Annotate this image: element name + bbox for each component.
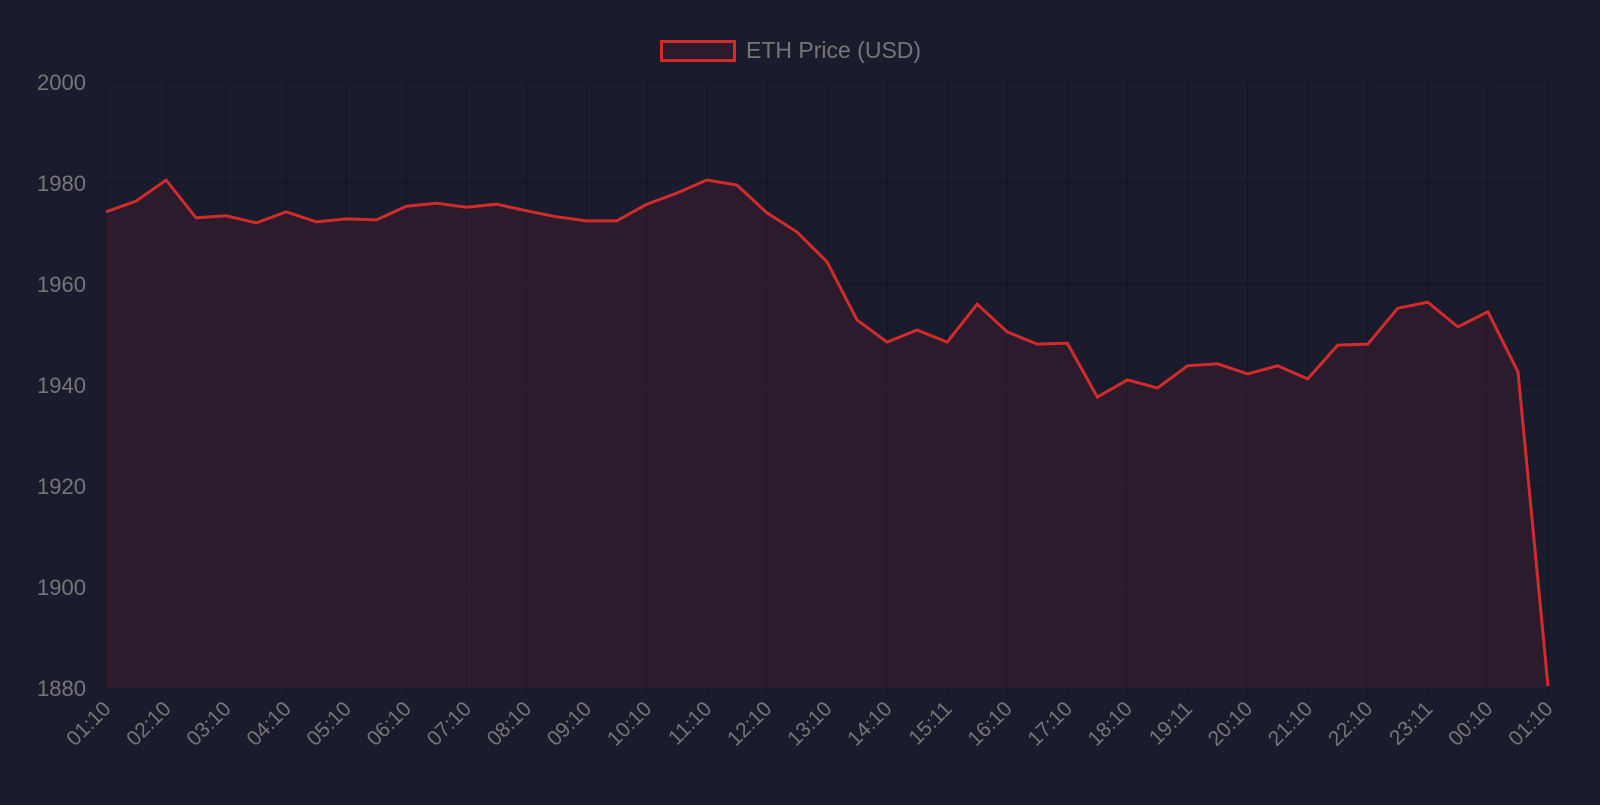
x-tick-label: 19:11 [1145,697,1197,749]
x-tick-label: 10:10 [603,697,656,750]
x-tick-label: 07:10 [423,697,476,750]
x-tick-label: 18:10 [1084,697,1137,750]
price-line [105,177,1550,687]
x-tick-label: 13:10 [783,697,836,750]
x-tick-label: 20:10 [1204,697,1257,750]
legend[interactable]: ETH Price (USD) [660,37,921,64]
x-tick-label: 11:10 [664,697,716,749]
x-tick-label: 09:10 [543,697,596,750]
x-tick-label: 01:10 [62,697,115,750]
area-fill [106,180,1548,688]
legend-swatch [660,39,736,62]
y-tick-label: 1980 [37,171,86,196]
x-tick-label: 04:10 [242,697,295,750]
legend-label: ETH Price (USD) [746,37,922,63]
y-tick-label: 1960 [37,272,86,297]
x-tick-label: 02:10 [122,697,175,750]
x-tick-label: 12:10 [723,697,776,750]
x-tick-label: 00:10 [1444,697,1497,750]
x-tick-label: 01:10 [1504,697,1557,750]
x-tick-label: 17:10 [1023,697,1076,750]
y-tick-label: 2000 [37,70,86,95]
x-tick-label: 21:10 [1264,697,1317,750]
x-tick-label: 05:10 [302,697,355,750]
y-tick-label: 1920 [37,474,86,499]
x-tick-label: 22:10 [1324,697,1377,750]
y-tick-label: 1900 [37,575,86,600]
y-tick-label: 1880 [37,676,86,701]
x-tick-label: 03:10 [182,697,235,750]
y-tick-label: 1940 [37,373,86,398]
x-tick-label: 08:10 [483,697,536,750]
x-tick-label: 23:11 [1385,697,1437,749]
x-tick-label: 06:10 [363,697,416,750]
x-tick-label: 14:10 [843,697,896,750]
x-tick-label: 16:10 [963,697,1016,750]
x-tick-label: 15:11 [904,697,956,749]
